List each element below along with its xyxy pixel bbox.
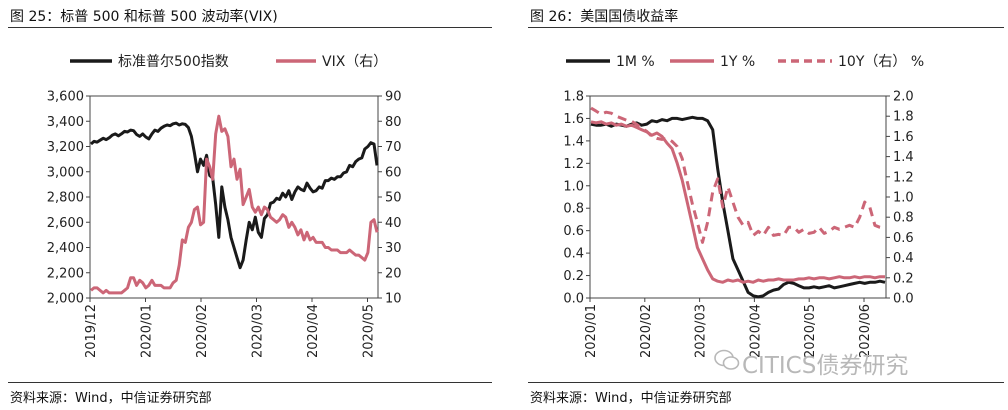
y-right-tick-label: 80 <box>385 115 402 130</box>
y-right-tick-label: 1.4 <box>893 150 914 165</box>
chart-title: 图 26：美国国债收益率 <box>530 9 679 25</box>
y-left-tick-label: 2,400 <box>47 241 84 256</box>
y-left-tick-label: 2,000 <box>47 292 84 307</box>
y-left-tick-label: 1.4 <box>563 134 584 149</box>
series-line <box>590 120 885 284</box>
watermark: CITICS债券研究 <box>742 353 909 379</box>
y-right-tick-label: 1.8 <box>893 110 914 125</box>
x-tick-label: 2020/05 <box>362 304 377 358</box>
y-left-tick-label: 2,800 <box>47 191 84 206</box>
y-left-tick-label: 1.2 <box>563 157 584 172</box>
y-right-tick-label: 1.0 <box>893 191 914 206</box>
legend-label: 10Y（右） % <box>838 54 924 70</box>
y-right-tick-label: 40 <box>385 216 402 231</box>
y-left-tick-label: 0.8 <box>563 202 584 217</box>
y-right-tick-label: 50 <box>385 191 402 206</box>
x-tick-label: 2020/02 <box>639 304 654 358</box>
source-note: 资料来源：Wind，中信证券研究部 <box>530 391 732 406</box>
divider <box>8 27 492 28</box>
plot-area <box>89 95 379 299</box>
x-tick-label: 2020/03 <box>251 304 266 358</box>
sp500-vix-chart: 3,600 3,400 3,200 3,000 2,800 2,600 2,400 2,200… <box>47 54 402 358</box>
x-tick-label: 2020/05 <box>803 304 818 358</box>
y-left-tick-label: 0.2 <box>563 269 584 284</box>
x-tick-label: 2020/06 <box>858 304 873 358</box>
y-right-tick-label: 0.4 <box>893 251 914 266</box>
chart-title: 图 25：标普 500 和标普 500 波动率(VIX) <box>10 9 278 25</box>
y-left-tick-label: 3,600 <box>47 90 84 105</box>
y-right-tick-label: 1.6 <box>893 130 914 145</box>
wechat-icon <box>714 349 740 370</box>
y-right-tick-label: 60 <box>385 165 402 180</box>
divider <box>8 382 492 383</box>
y-right-tick-label: 10 <box>385 292 402 307</box>
divider <box>528 27 1004 28</box>
x-tick-label: 2020/02 <box>195 304 210 358</box>
x-tick-label: 2019/12 <box>84 304 99 358</box>
y-right-tick-label: 20 <box>385 266 402 281</box>
y-right-tick-label: 0.0 <box>893 292 914 307</box>
series-line <box>590 106 886 244</box>
x-tick-label: 2020/01 <box>584 304 599 358</box>
y-right-tick-label: 2.0 <box>893 90 914 105</box>
source-note: 资料来源：Wind，中信证券研究部 <box>10 391 212 406</box>
series-line <box>90 121 379 270</box>
x-tick-label: 2020/04 <box>748 304 763 358</box>
legend-label: 标准普尔500指数 <box>118 54 229 70</box>
x-tick-label: 2020/01 <box>140 304 155 358</box>
y-left-tick-label: 1.6 <box>563 112 584 127</box>
y-left-tick-label: 3,200 <box>47 140 84 155</box>
y-left-tick-label: 0.4 <box>563 247 584 262</box>
treasury-yield-chart: 1.8 1.6 1.4 1.2 1.0 0.8 0.6 0.4 0.2 0.0 2.0 1.8 1.6 1… <box>563 54 924 358</box>
y-right-tick-label: 30 <box>385 241 402 256</box>
y-right-tick-label: 90 <box>385 90 402 105</box>
legend-label: 1Y % <box>720 54 755 70</box>
series-line <box>590 115 886 299</box>
y-right-tick-label: 0.6 <box>893 231 914 246</box>
divider <box>528 382 1004 383</box>
legend-label: 1M % <box>616 54 655 70</box>
x-tick-label: 2020/04 <box>306 304 321 358</box>
left-panel: 图 25：标普 500 和标普 500 波动率(VIX) 3,600 3,400 3… <box>0 0 500 410</box>
y-right-tick-label: 70 <box>385 140 402 155</box>
y-right-tick-label: 1.2 <box>893 170 914 185</box>
y-right-tick-label: 0.8 <box>893 211 914 226</box>
y-left-tick-label: 3,000 <box>47 165 84 180</box>
y-left-tick-label: 0.0 <box>563 292 584 307</box>
right-panel: 图 26：美国国债收益率 1.8 1.6 1.4 1.2 1.0 0.8 0.6 0.4 0.2… <box>520 0 1008 410</box>
series-line <box>90 114 379 295</box>
y-left-tick-label: 2,600 <box>47 216 84 231</box>
legend-label: VIX（右） <box>322 54 387 70</box>
y-left-tick-label: 1.0 <box>563 179 584 194</box>
y-left-tick-label: 3,400 <box>47 115 84 130</box>
y-left-tick-label: 0.6 <box>563 224 584 239</box>
x-tick-label: 2020/03 <box>694 304 709 358</box>
y-left-tick-label: 2,200 <box>47 266 84 281</box>
y-left-tick-label: 1.8 <box>563 90 584 105</box>
y-right-tick-label: 0.2 <box>893 271 914 286</box>
